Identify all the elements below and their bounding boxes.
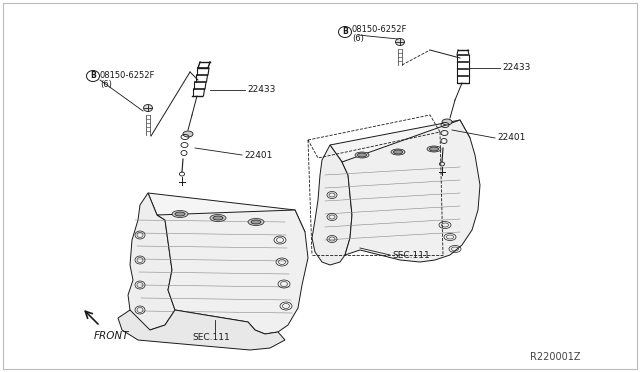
Text: 22401: 22401 — [244, 151, 273, 160]
Ellipse shape — [429, 147, 438, 151]
Polygon shape — [118, 310, 285, 350]
Polygon shape — [148, 193, 305, 232]
Text: (6): (6) — [352, 35, 364, 44]
Text: 08150-6252F: 08150-6252F — [352, 26, 408, 35]
Text: 22433: 22433 — [502, 64, 531, 73]
Text: B: B — [342, 28, 348, 36]
Text: R220001Z: R220001Z — [530, 352, 580, 362]
Polygon shape — [342, 120, 480, 262]
Text: (6): (6) — [100, 80, 112, 89]
Ellipse shape — [391, 149, 405, 155]
Ellipse shape — [394, 150, 403, 154]
Ellipse shape — [172, 211, 188, 218]
Text: 08150-6252F: 08150-6252F — [100, 71, 156, 80]
Text: 22433: 22433 — [247, 86, 275, 94]
Polygon shape — [157, 210, 308, 334]
Ellipse shape — [143, 105, 152, 112]
Ellipse shape — [248, 218, 264, 225]
Ellipse shape — [442, 119, 452, 125]
Polygon shape — [128, 193, 175, 330]
Ellipse shape — [358, 153, 367, 157]
Polygon shape — [312, 145, 352, 265]
Text: SEC.111: SEC.111 — [392, 250, 429, 260]
Text: B: B — [90, 71, 96, 80]
Text: FRONT: FRONT — [94, 331, 129, 341]
Ellipse shape — [183, 131, 193, 137]
Ellipse shape — [396, 38, 404, 45]
Text: SEC.111: SEC.111 — [192, 333, 230, 341]
Ellipse shape — [355, 152, 369, 158]
Text: 22401: 22401 — [497, 134, 525, 142]
Ellipse shape — [251, 220, 261, 224]
Polygon shape — [330, 120, 470, 162]
Ellipse shape — [210, 215, 226, 221]
Ellipse shape — [427, 146, 441, 152]
Ellipse shape — [213, 216, 223, 220]
Ellipse shape — [175, 212, 185, 216]
